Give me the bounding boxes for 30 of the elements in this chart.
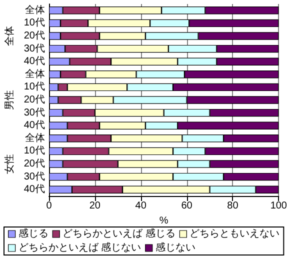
- legend-label: どちらともいえない: [190, 228, 280, 240]
- legend-label: どちらかといえば 感じる: [62, 228, 176, 240]
- y-tick-label: 40代: [24, 56, 45, 68]
- legend-label: 感じる: [18, 228, 48, 240]
- x-tick-label: 0: [46, 200, 52, 212]
- y-tick-label: 30代: [24, 107, 45, 118]
- x-tick-label: 80: [227, 200, 239, 212]
- y-tick-label: 40代: [24, 120, 45, 132]
- y-tick-label: 20代: [24, 158, 45, 170]
- y-tick-label: 10代: [24, 18, 45, 29]
- text: 全体: [4, 26, 16, 46]
- y-tick-label: 10代: [24, 146, 45, 157]
- y-tick-label: 10代: [24, 82, 45, 93]
- y-tick-label: 全体: [25, 68, 45, 80]
- legend-label: 感じない: [155, 242, 196, 254]
- text: 女性: [4, 154, 16, 174]
- y-tick-label: 40代: [24, 184, 45, 196]
- x-tick-label: 40: [135, 200, 147, 212]
- legend-label: どちらかといえば 感じない: [18, 242, 142, 254]
- y-tick-label: 全体: [25, 4, 45, 16]
- text: 男性: [4, 90, 16, 110]
- y-tick-label: 20代: [24, 30, 45, 42]
- y-tick-label: 30代: [24, 171, 45, 182]
- x-tick-label: 100: [270, 200, 288, 212]
- x-tick-label: 20: [89, 200, 101, 212]
- y-tick-label: 20代: [24, 94, 45, 106]
- y-tick-label: 30代: [24, 43, 45, 54]
- x-axis-title: %: [159, 215, 168, 226]
- y-tick-label: 全体: [25, 132, 45, 144]
- x-tick-label: 60: [181, 200, 193, 212]
